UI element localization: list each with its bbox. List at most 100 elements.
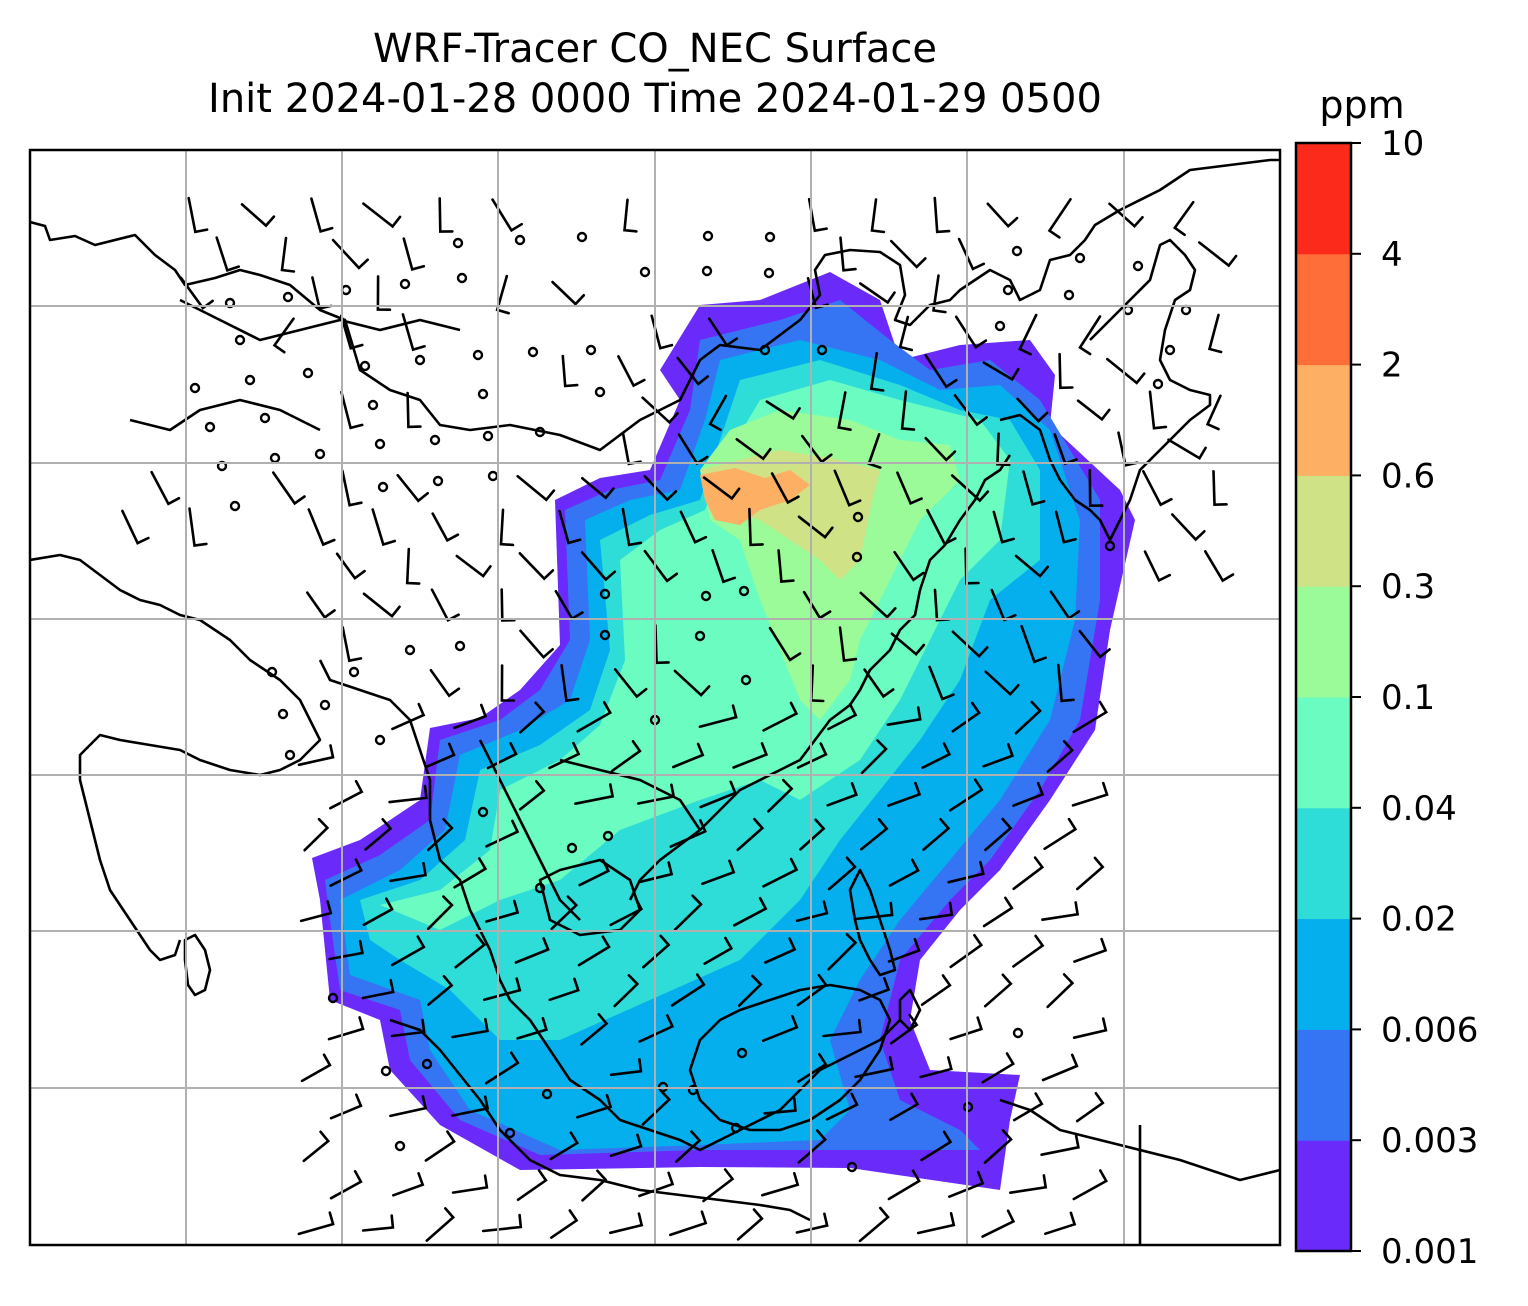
wind-barb bbox=[574, 783, 615, 805]
wind-barb bbox=[303, 817, 330, 852]
wind-barb bbox=[1072, 1169, 1108, 1201]
wind-barb bbox=[984, 670, 1020, 697]
wind-barb bbox=[388, 784, 428, 804]
wind-barb bbox=[431, 512, 460, 543]
wind-barb bbox=[799, 818, 826, 851]
calm-wind-marker bbox=[759, 344, 771, 356]
calm-wind-marker bbox=[738, 585, 750, 597]
calm-wind-marker bbox=[377, 481, 389, 493]
wind-barb bbox=[982, 361, 1020, 382]
wind-barb bbox=[340, 314, 364, 350]
wind-barb bbox=[1012, 1092, 1044, 1122]
wind-barb bbox=[889, 1092, 920, 1122]
colorbar-swatch-1 bbox=[1296, 1140, 1351, 1252]
calm-wind-marker bbox=[452, 237, 464, 249]
wind-barb bbox=[576, 701, 612, 733]
wind-barb bbox=[451, 1174, 489, 1194]
wind-barb bbox=[701, 859, 736, 886]
wind-barb bbox=[981, 1052, 1015, 1084]
calm-wind-marker bbox=[576, 231, 588, 243]
wind-barb bbox=[364, 818, 393, 851]
wind-barb bbox=[886, 706, 922, 726]
wind-barb bbox=[957, 237, 986, 271]
wind-barb bbox=[919, 1056, 953, 1079]
wind-barb bbox=[362, 592, 401, 619]
wind-barb bbox=[402, 237, 426, 271]
wind-barb bbox=[996, 432, 1011, 467]
wind-barb bbox=[1020, 624, 1047, 664]
wind-barb bbox=[822, 1018, 862, 1038]
calm-wind-marker bbox=[229, 500, 241, 512]
wind-barb bbox=[390, 1018, 426, 1038]
calm-wind-marker bbox=[482, 430, 494, 442]
calm-wind-marker bbox=[701, 265, 713, 277]
wind-barb bbox=[982, 896, 1014, 928]
wind-barb bbox=[898, 315, 914, 352]
wind-barb bbox=[854, 901, 894, 921]
wind-barb bbox=[451, 1017, 489, 1039]
wind-barb bbox=[708, 394, 728, 432]
wind-barb bbox=[870, 198, 886, 234]
wind-barb bbox=[610, 740, 642, 773]
calm-wind-marker bbox=[399, 278, 411, 290]
calm-wind-marker bbox=[359, 360, 371, 372]
wind-barb bbox=[702, 1168, 735, 1203]
wind-barb bbox=[1205, 394, 1222, 431]
wind-barb bbox=[1046, 973, 1075, 1009]
field-level-8 bbox=[700, 468, 810, 525]
wind-barb bbox=[329, 1093, 363, 1120]
wind-barb bbox=[953, 394, 988, 427]
wind-barb bbox=[272, 471, 306, 506]
title-line-1: WRF-Tracer CO_NEC Surface bbox=[372, 26, 938, 72]
wind-barb bbox=[150, 470, 181, 506]
colorbar-swatches bbox=[1296, 143, 1351, 1252]
colorbar-tick-label-5: 0.04 bbox=[1381, 789, 1457, 829]
wind-barb bbox=[827, 932, 858, 971]
wind-barb bbox=[698, 704, 738, 729]
wind-barb bbox=[1012, 856, 1045, 891]
wind-barb bbox=[361, 1214, 395, 1232]
wind-barb bbox=[801, 434, 833, 464]
wind-barb bbox=[761, 1014, 799, 1042]
wind-barb bbox=[896, 471, 923, 506]
calm-wind-marker bbox=[404, 644, 416, 656]
wind-barb bbox=[826, 782, 858, 807]
wind-barb bbox=[426, 818, 454, 852]
wind-barb bbox=[609, 1058, 643, 1077]
wind-barb bbox=[621, 432, 642, 466]
wind-barb bbox=[389, 1095, 428, 1118]
wind-barb bbox=[827, 703, 858, 731]
wind-barb bbox=[1171, 513, 1206, 542]
coastline-southeast-asia bbox=[318, 659, 901, 1152]
calm-wind-marker bbox=[566, 842, 578, 854]
coastline-borneo bbox=[688, 983, 892, 1132]
wind-barb bbox=[893, 550, 925, 582]
calm-wind-marker bbox=[259, 412, 271, 424]
wind-barb bbox=[328, 939, 364, 961]
colorbar: ppm 0.001 0.003 0.006 0.02 0.04 0.1 0.3 0.6 2 4 10 bbox=[1294, 83, 1478, 1272]
calm-wind-marker bbox=[1164, 344, 1176, 356]
wind-barb bbox=[762, 857, 799, 888]
wind-barb bbox=[1088, 469, 1104, 508]
map-title: WRF-Tracer CO_NEC Surface Init 2024-01-2… bbox=[30, 24, 1280, 124]
wind-barb bbox=[916, 1212, 956, 1235]
wind-barb bbox=[933, 196, 951, 234]
border-line-1 bbox=[179, 298, 461, 342]
wind-barb bbox=[558, 509, 582, 545]
wind-barb bbox=[679, 510, 708, 544]
map-frame bbox=[28, 148, 1282, 1247]
wind-barb bbox=[580, 551, 617, 582]
wind-barb bbox=[736, 817, 765, 852]
calm-wind-marker bbox=[594, 386, 606, 398]
wind-barb bbox=[796, 742, 828, 769]
wind-barb bbox=[951, 630, 989, 659]
calm-wind-marker bbox=[994, 320, 1006, 332]
wind-barb bbox=[924, 436, 957, 462]
colorbar-tick-label-6: 0.1 bbox=[1381, 678, 1435, 718]
colorbar-tick-label-10: 4 bbox=[1381, 235, 1403, 275]
wind-barb bbox=[838, 626, 858, 662]
wind-barb bbox=[860, 739, 888, 775]
wind-barb bbox=[984, 817, 1013, 852]
title-line-2: Init 2024-01-28 0000 Time 2024-01-29 050… bbox=[208, 76, 1102, 122]
wind-barb bbox=[548, 741, 581, 770]
